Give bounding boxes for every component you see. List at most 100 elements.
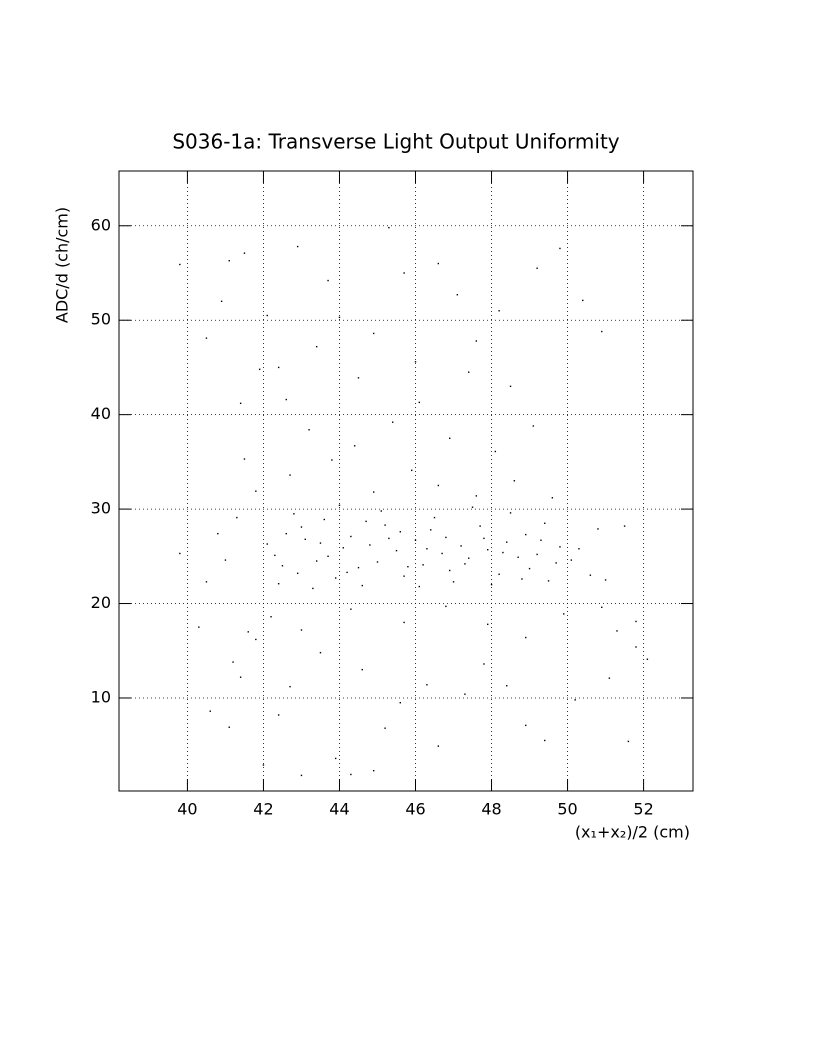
point bbox=[262, 764, 265, 766]
point bbox=[525, 724, 527, 727]
point bbox=[422, 564, 424, 566]
point bbox=[338, 504, 341, 507]
point bbox=[209, 710, 211, 712]
point bbox=[597, 528, 599, 530]
point bbox=[616, 630, 618, 632]
point bbox=[308, 429, 310, 431]
point bbox=[350, 535, 352, 538]
point bbox=[361, 668, 363, 671]
point bbox=[506, 684, 508, 687]
point bbox=[407, 566, 409, 568]
point bbox=[399, 531, 401, 533]
point bbox=[490, 583, 493, 586]
point bbox=[239, 402, 242, 405]
point bbox=[296, 245, 299, 248]
point bbox=[300, 629, 303, 631]
point bbox=[532, 425, 535, 427]
point bbox=[179, 552, 181, 555]
point bbox=[353, 445, 356, 447]
x-axis-label: (x₁+x₂)/2 (cm) bbox=[575, 823, 690, 842]
point bbox=[589, 574, 592, 576]
point bbox=[323, 518, 325, 521]
point bbox=[304, 538, 306, 541]
point bbox=[536, 553, 538, 556]
point bbox=[315, 560, 318, 562]
point bbox=[513, 480, 516, 482]
point bbox=[445, 536, 447, 539]
chart-title: S036-1a: Transverse Light Output Uniform… bbox=[172, 130, 619, 154]
point bbox=[471, 506, 474, 508]
point bbox=[281, 565, 284, 567]
point bbox=[426, 684, 428, 686]
point bbox=[369, 544, 371, 546]
point bbox=[342, 547, 344, 549]
x-tick-label: 48 bbox=[481, 800, 501, 819]
point bbox=[384, 727, 386, 729]
point bbox=[327, 555, 329, 558]
point bbox=[243, 252, 246, 254]
y-axis-label: ADC/d (ch/cm) bbox=[53, 207, 72, 323]
x-tick-label: 46 bbox=[405, 800, 425, 819]
point bbox=[350, 773, 352, 776]
point bbox=[270, 616, 272, 618]
point bbox=[228, 260, 230, 262]
point bbox=[315, 345, 318, 348]
point bbox=[623, 525, 626, 527]
point bbox=[372, 491, 375, 493]
point bbox=[380, 510, 382, 512]
point bbox=[437, 262, 440, 265]
point bbox=[179, 263, 181, 266]
point bbox=[205, 581, 208, 583]
point bbox=[646, 658, 649, 660]
point bbox=[334, 757, 337, 760]
y-tick-label: 10 bbox=[91, 687, 111, 706]
x-tick-label: 50 bbox=[557, 800, 577, 819]
point bbox=[460, 545, 462, 547]
point bbox=[277, 583, 280, 585]
point bbox=[357, 566, 360, 569]
point bbox=[468, 371, 470, 373]
point bbox=[327, 279, 329, 282]
point bbox=[293, 513, 295, 515]
point bbox=[487, 623, 489, 626]
point bbox=[319, 542, 322, 544]
point bbox=[517, 556, 519, 558]
point bbox=[635, 646, 637, 648]
point bbox=[277, 366, 280, 369]
point bbox=[544, 522, 546, 524]
point bbox=[483, 537, 485, 540]
point bbox=[255, 490, 257, 492]
point bbox=[456, 294, 459, 296]
y-tick-label: 30 bbox=[91, 499, 111, 518]
point bbox=[350, 608, 352, 610]
point bbox=[372, 769, 375, 772]
x-tick-label: 40 bbox=[177, 800, 197, 819]
point bbox=[551, 497, 554, 499]
point bbox=[521, 578, 523, 580]
point bbox=[418, 585, 421, 588]
point bbox=[635, 620, 637, 623]
point bbox=[559, 247, 561, 250]
point bbox=[578, 548, 580, 550]
point bbox=[388, 537, 390, 540]
point bbox=[300, 526, 303, 528]
point bbox=[399, 701, 401, 704]
point bbox=[296, 572, 299, 575]
point bbox=[563, 613, 565, 615]
point bbox=[285, 532, 287, 535]
point bbox=[205, 337, 208, 339]
point bbox=[300, 774, 303, 777]
point bbox=[365, 520, 367, 523]
point bbox=[426, 548, 428, 550]
point bbox=[243, 458, 246, 460]
point bbox=[468, 557, 470, 559]
point bbox=[217, 532, 219, 535]
point bbox=[289, 474, 291, 476]
point bbox=[475, 340, 478, 342]
point bbox=[570, 559, 573, 561]
point bbox=[464, 693, 466, 695]
point bbox=[411, 469, 413, 472]
point bbox=[247, 631, 249, 633]
point bbox=[502, 551, 504, 554]
